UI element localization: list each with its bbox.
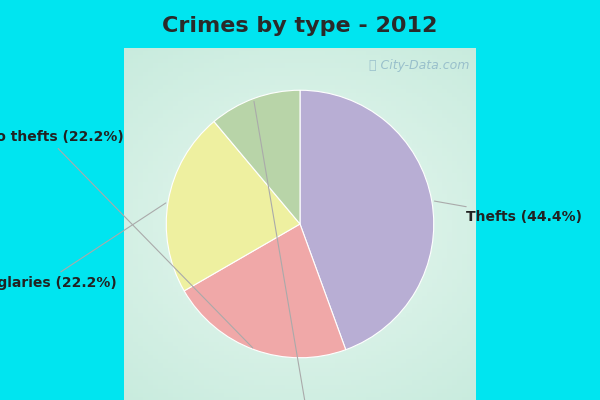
Wedge shape bbox=[166, 122, 300, 291]
Text: Crimes by type - 2012: Crimes by type - 2012 bbox=[163, 16, 437, 36]
Wedge shape bbox=[184, 224, 346, 358]
Wedge shape bbox=[214, 90, 300, 224]
Text: Auto thefts (22.2%): Auto thefts (22.2%) bbox=[0, 130, 253, 348]
Wedge shape bbox=[300, 90, 434, 350]
Text: ⓘ City-Data.com: ⓘ City-Data.com bbox=[368, 58, 469, 72]
Text: Burglaries (22.2%): Burglaries (22.2%) bbox=[0, 203, 166, 290]
Text: Thefts (44.4%): Thefts (44.4%) bbox=[434, 201, 582, 224]
Text: Assaults (11.1%): Assaults (11.1%) bbox=[241, 101, 373, 400]
